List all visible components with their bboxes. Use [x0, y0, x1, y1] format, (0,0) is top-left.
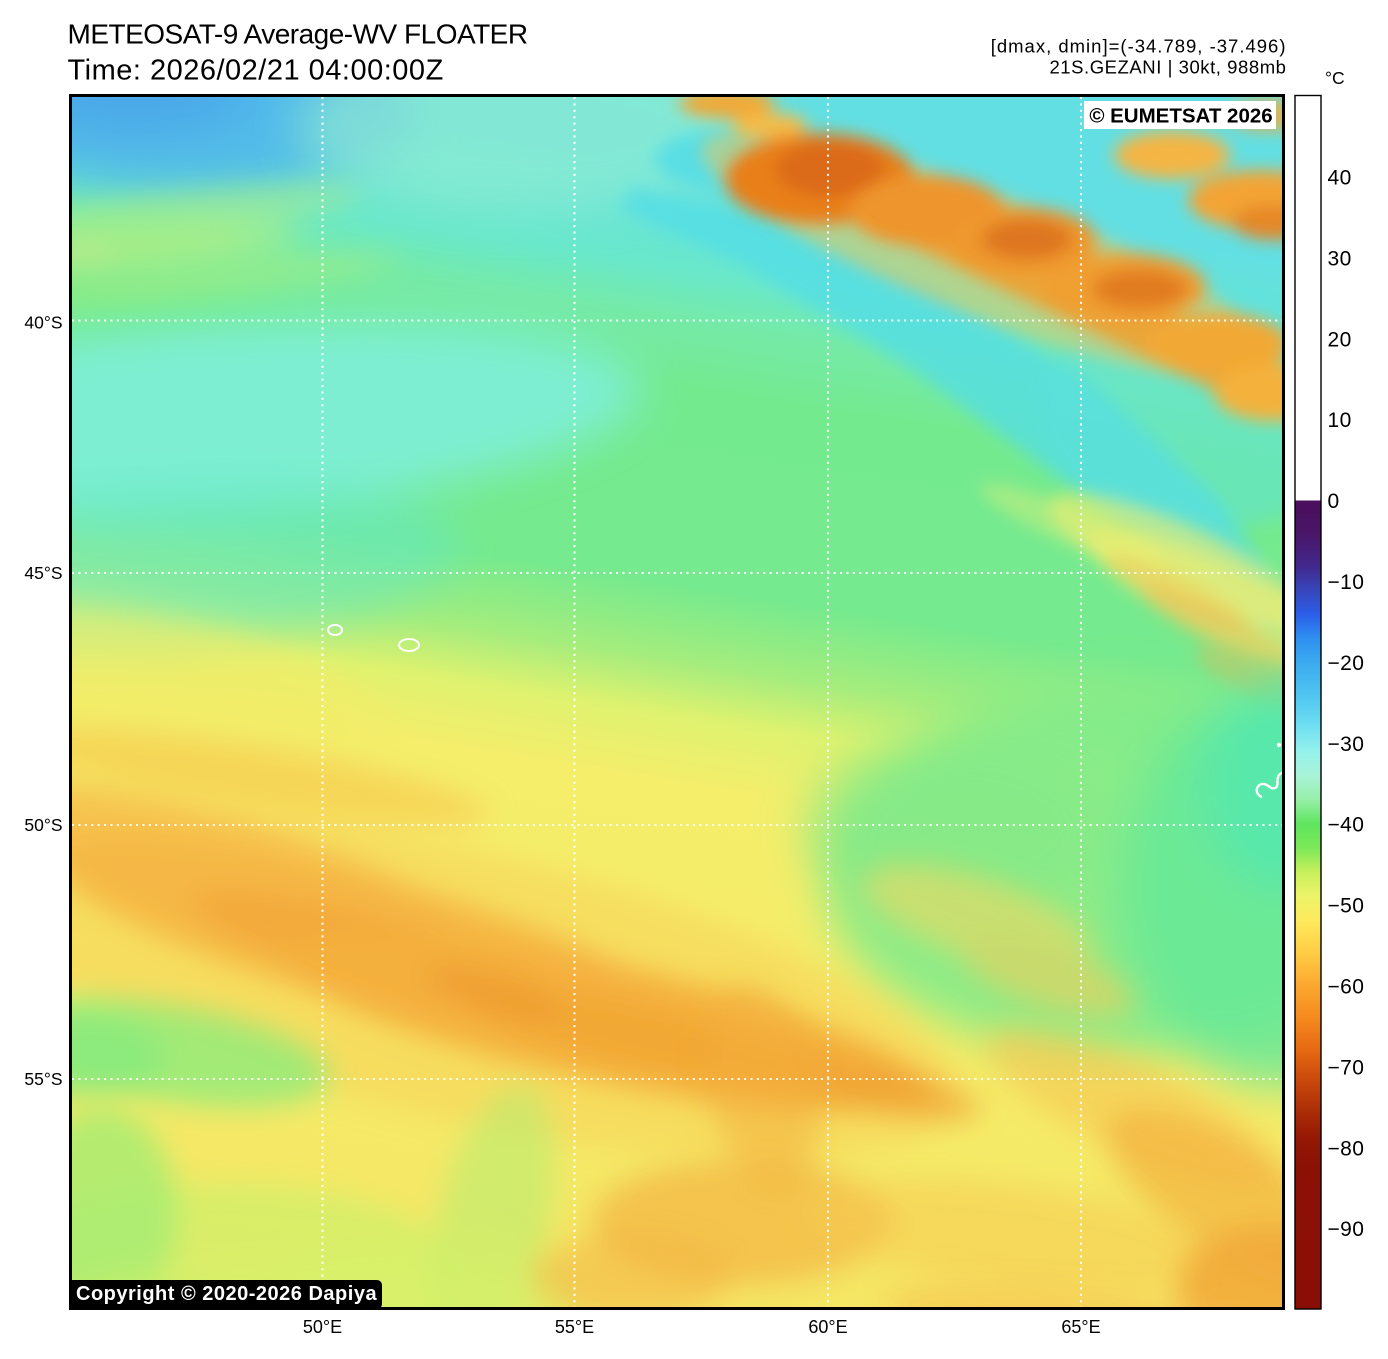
- svg-text:0: 0: [1328, 490, 1340, 513]
- svg-text:55°S: 55°S: [24, 1069, 62, 1089]
- svg-text:Copyright © 2020-2026 Dapiya: Copyright © 2020-2026 Dapiya: [76, 1283, 377, 1305]
- svg-text:−80: −80: [1328, 1137, 1365, 1160]
- svg-text:10: 10: [1328, 409, 1352, 432]
- svg-text:40: 40: [1328, 167, 1352, 190]
- svg-text:−40: −40: [1328, 814, 1365, 837]
- svg-text:45°S: 45°S: [24, 563, 62, 583]
- svg-text:−10: −10: [1328, 571, 1365, 594]
- svg-text:−90: −90: [1328, 1218, 1365, 1241]
- svg-text:50°E: 50°E: [303, 1317, 342, 1337]
- svg-text:40°S: 40°S: [24, 313, 62, 333]
- svg-text:30: 30: [1328, 247, 1352, 270]
- svg-text:65°E: 65°E: [1061, 1317, 1100, 1337]
- svg-text:55°E: 55°E: [555, 1317, 594, 1337]
- svg-text:[dmax, dmin]=(-34.789, -37.496: [dmax, dmin]=(-34.789, -37.496): [991, 36, 1287, 57]
- svg-text:© EUMETSAT 2026: © EUMETSAT 2026: [1089, 105, 1272, 128]
- svg-text:60°E: 60°E: [808, 1317, 847, 1337]
- svg-text:50°S: 50°S: [24, 815, 62, 835]
- svg-text:20: 20: [1328, 328, 1352, 351]
- svg-text:21S.GEZANI | 30kt, 988mb: 21S.GEZANI | 30kt, 988mb: [1049, 57, 1286, 78]
- svg-text:−20: −20: [1328, 652, 1365, 675]
- svg-text:METEOSAT-9 Average-WV FLOATER: METEOSAT-9 Average-WV FLOATER: [68, 19, 528, 50]
- svg-text:°C: °C: [1325, 68, 1345, 88]
- svg-text:−30: −30: [1328, 733, 1365, 756]
- svg-text:−70: −70: [1328, 1056, 1365, 1079]
- svg-text:−50: −50: [1328, 895, 1365, 918]
- svg-text:−60: −60: [1328, 976, 1365, 999]
- svg-text:Time: 2026/02/21 04:00:00Z: Time: 2026/02/21 04:00:00Z: [68, 55, 444, 87]
